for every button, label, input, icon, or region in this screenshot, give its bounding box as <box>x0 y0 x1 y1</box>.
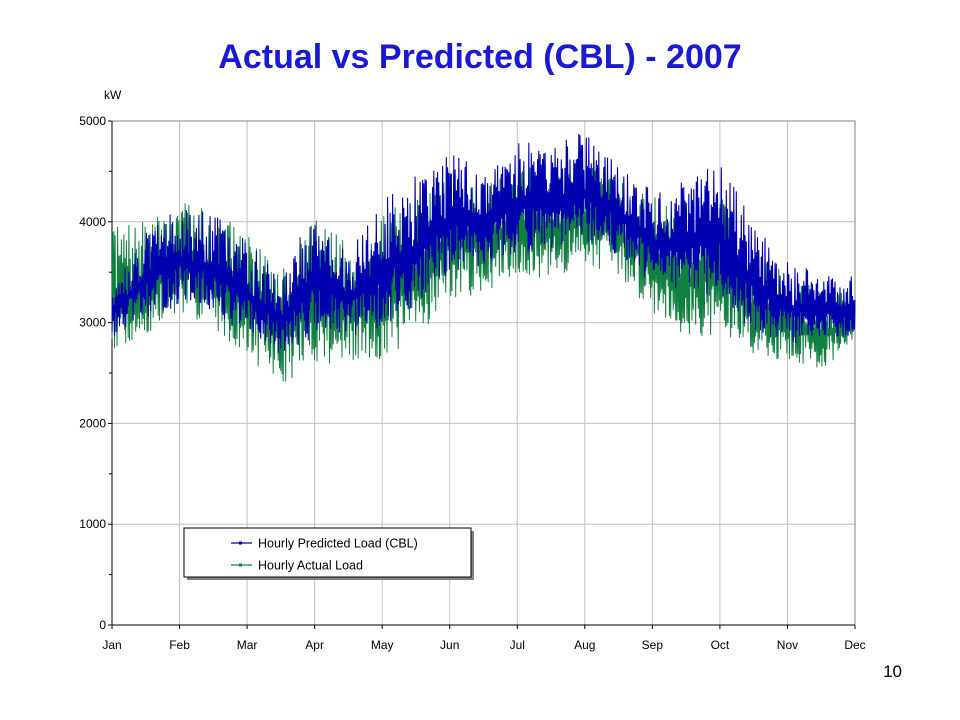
legend: Hourly Predicted Load (CBL) Hourly Actual… <box>183 527 474 580</box>
x-tick-label: Jun <box>440 638 459 652</box>
x-tick-label: Jul <box>510 638 525 652</box>
legend-label: Hourly Predicted Load (CBL) <box>258 537 418 551</box>
legend-label: Hourly Actual Load <box>258 559 363 573</box>
x-tick-label: Nov <box>777 638 798 652</box>
y-tick-label: 2000 <box>79 416 106 430</box>
legend-swatch-marker <box>239 563 242 567</box>
x-tick-label: Feb <box>169 638 190 652</box>
page-number: 10 <box>883 662 902 681</box>
series-line-hourly-predicted-load-cbl- <box>111 133 856 354</box>
y-tick-label: 5000 <box>79 114 106 128</box>
y-tick-label: 1000 <box>79 517 106 531</box>
y-axis-unit-label: kW <box>104 88 122 102</box>
x-tick-label: Dec <box>844 638 865 652</box>
x-tick-label: Apr <box>305 638 324 652</box>
x-tick-label: Jan <box>102 638 121 652</box>
y-tick-label: 4000 <box>79 215 106 229</box>
y-tick-label: 0 <box>99 618 106 632</box>
axes: 0 1000 2000 3000 4000 5000 Jan Feb Mar Apr May Jun J… <box>79 88 865 652</box>
y-tick-label: 3000 <box>79 316 106 330</box>
x-tick-label: May <box>371 638 394 652</box>
legend-box <box>183 527 472 578</box>
legend-swatch-marker <box>239 541 242 545</box>
x-tick-label: Aug <box>574 638 595 652</box>
x-tick-label: Oct <box>711 638 730 652</box>
x-tick-label: Mar <box>237 638 258 652</box>
slide-title: Actual vs Predicted (CBL) - 2007 <box>218 38 742 76</box>
x-tick-label: Sep <box>642 638 664 652</box>
series-lines <box>111 133 856 382</box>
